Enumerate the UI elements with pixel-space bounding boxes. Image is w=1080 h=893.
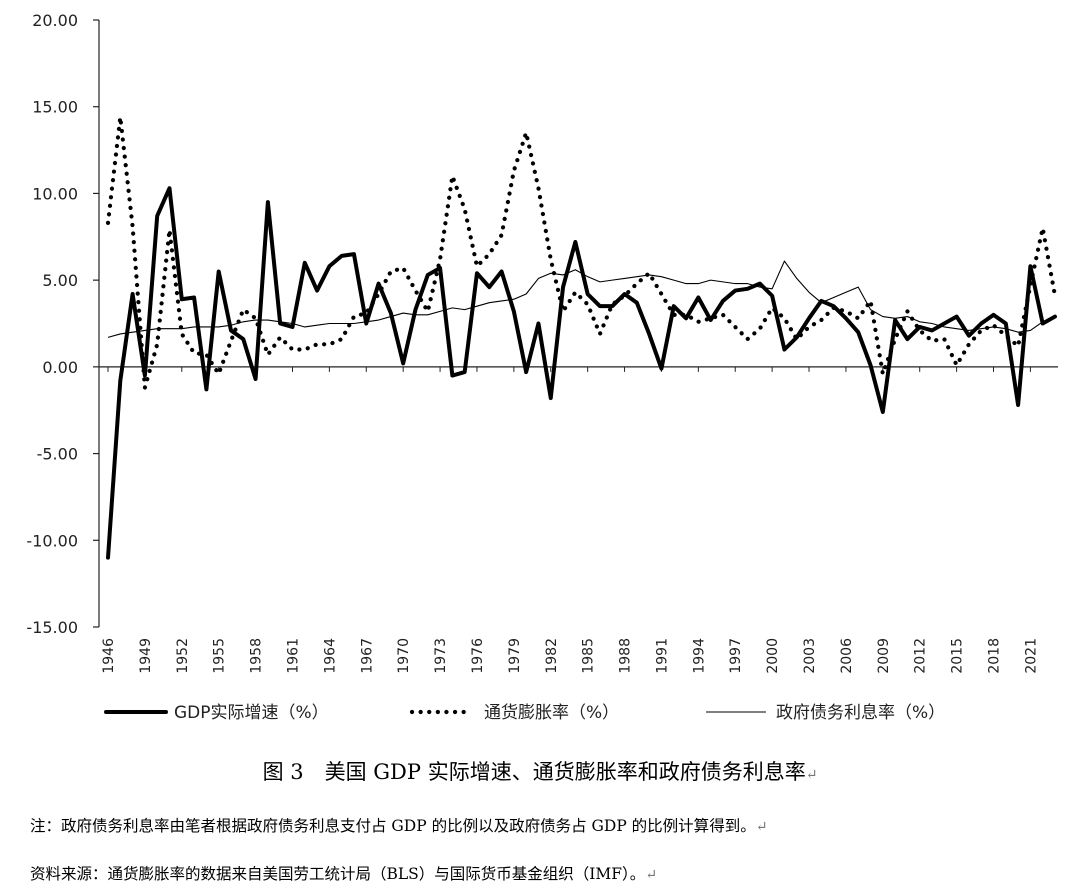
x-tick-label: 1949 [138,638,154,674]
source-text: 资料来源：通货膨胀率的数据来自美国劳工统计局（BLS）与国际货币基金组织（IMF… [30,862,657,884]
x-tick-label: 1952 [175,638,191,674]
x-tick-label: 1976 [470,638,486,674]
note-line: 注：政府债务利息率由笔者根据政府债务利息支付占 GDP 的比例以及政府债务占 G… [30,817,756,835]
series-line-1 [105,115,1058,390]
y-tick-label: -15.00 [26,618,78,637]
line-chart: 20.00 15.00 10.00 5.00 0.00 -5.00 -10.00 -15.00… [26,11,1058,723]
x-tick-label: 2018 [987,638,1003,674]
legend: GDP实际增速（%） 通货膨胀率（%） 政府债务利息率（%） [104,703,945,723]
source-line: 资料来源：通货膨胀率的数据来自美国劳工统计局（BLS）与国际货币基金组织（IMF… [30,865,646,883]
legend-label-2: 政府债务利息率（%） [776,703,945,723]
series-line-0 [106,186,1057,560]
x-tick-label: 1979 [507,638,523,674]
x-tick-label: 1970 [396,638,412,674]
legend-label-0: GDP实际增速（%） [174,703,329,723]
x-tick-label: 1994 [691,638,707,674]
x-tick-label: 2015 [950,638,966,674]
x-tick-label: 1991 [654,638,670,674]
x-tick-label: 1967 [359,638,375,674]
y-tick-label: 5.00 [42,271,78,290]
x-tick-label: 2009 [876,638,892,674]
x-tick-label: 1964 [322,638,338,674]
x-tick-label: 1946 [101,638,117,674]
return-mark: ↵ [805,767,818,783]
x-tick-label: 2006 [839,638,855,674]
x-tick-label: 1988 [618,638,634,674]
figure-caption: 图 3 美国 GDP 实际增速、通货膨胀率和政府债务利息率↵ [0,756,1080,786]
x-tick-label: 2003 [802,638,818,674]
x-tick-label: 1982 [544,638,560,674]
series-layer [105,115,1058,560]
y-axis: 20.00 15.00 10.00 5.00 0.00 -5.00 -10.00 -15.00 [26,11,100,637]
x-tick-label: 1985 [581,638,597,674]
return-mark: ↵ [755,819,768,835]
y-tick-label: 20.00 [32,11,78,30]
y-tick-label: 0.00 [42,358,78,377]
legend-label-1: 通货膨胀率（%） [484,703,619,723]
return-mark: ↵ [645,867,658,883]
x-tick-label: 1973 [433,638,449,674]
x-tick-label: 1961 [285,638,301,674]
x-tick-label: 1955 [212,638,228,674]
y-tick-label: 10.00 [32,184,78,203]
x-axis: 1946 1949 1952 1955 1958 1961 1964 1967 1970 1973… [99,366,1058,674]
x-tick-label: 2000 [765,638,781,674]
caption-text: 图 3 美国 GDP 实际增速、通货膨胀率和政府债务利息率 [262,760,806,784]
y-tick-label: -5.00 [37,445,78,464]
x-tick-label: 1958 [249,638,265,674]
y-tick-label: -10.00 [26,531,78,550]
x-tick-label: 2021 [1023,638,1039,674]
note-text: 注：政府债务利息率由笔者根据政府债务利息支付占 GDP 的比例以及政府债务占 G… [30,814,767,836]
x-tick-label: 2012 [913,638,929,674]
y-tick-label: 15.00 [32,98,78,117]
x-tick-label: 1997 [728,638,744,674]
